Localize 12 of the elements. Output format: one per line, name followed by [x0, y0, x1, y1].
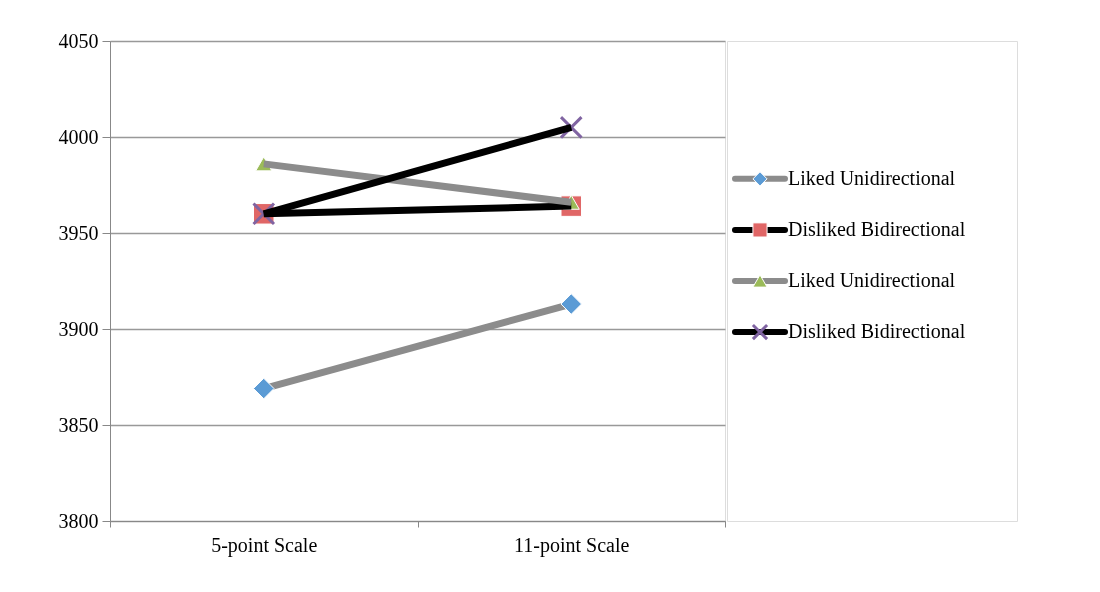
legend-label: Disliked Bidirectional: [788, 320, 966, 343]
x-tick-label: 5-point Scale: [211, 533, 318, 557]
y-tick-label: 4050: [58, 29, 99, 52]
y-tick-label: 3850: [58, 413, 99, 436]
y-tick-label: 4000: [58, 125, 99, 148]
legend-label: Liked Unidirectional: [788, 166, 956, 189]
y-tick-label: 3900: [58, 317, 99, 340]
legend-label: Disliked Bidirectional: [788, 217, 966, 240]
y-tick-label: 3950: [58, 221, 99, 244]
legend-label: Liked Unidirectional: [788, 269, 956, 291]
x-tick-label: 11-point Scale: [514, 533, 630, 557]
y-tick-label: 3800: [58, 509, 99, 532]
